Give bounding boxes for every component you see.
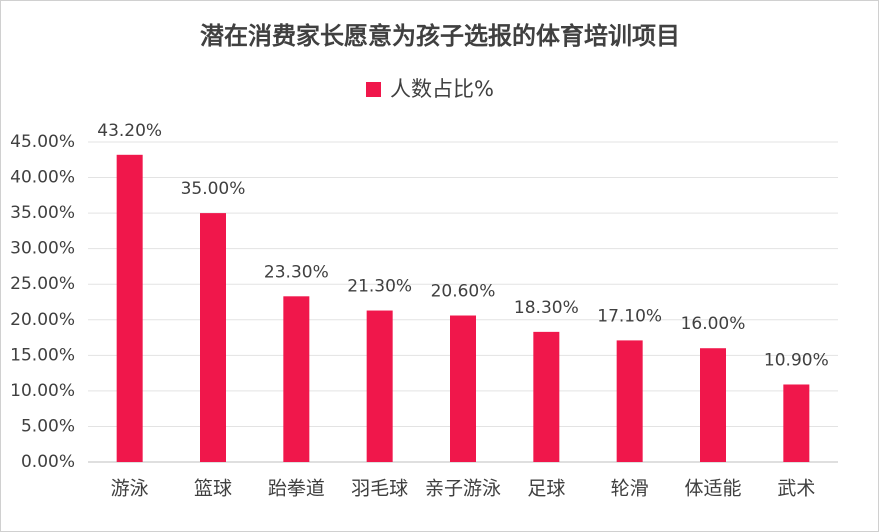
bar [200,213,226,462]
legend-swatch [366,82,381,97]
y-tick-label: 0.00% [21,452,75,472]
y-tick-label: 45.00% [10,132,75,152]
bar [783,384,810,462]
x-tick-label: 跆拳道 [268,478,325,500]
y-tick-label: 15.00% [10,345,75,365]
y-tick-label: 10.00% [10,381,75,401]
value-label: 10.90% [764,350,829,370]
value-label: 17.10% [597,306,662,326]
x-tick-label: 武术 [777,478,815,500]
value-label: 21.30% [347,277,412,297]
x-tick-label: 游泳 [111,478,149,500]
x-tick-label: 篮球 [194,478,232,500]
y-tick-label: 25.00% [10,274,75,294]
bar [283,296,310,462]
x-tick-label: 足球 [527,478,565,500]
bar [616,340,643,462]
x-tick-label: 亲子游泳 [425,478,501,500]
y-tick-label: 5.00% [21,416,75,436]
value-label: 18.30% [514,298,579,318]
bar [116,154,143,463]
y-tick-label: 40.00% [10,168,75,188]
y-tick-label: 35.00% [10,203,75,223]
x-tick-label: 轮滑 [611,478,649,500]
legend-label: 人数占比% [390,77,494,101]
x-tick-label: 体适能 [684,478,741,500]
bar [366,310,393,462]
value-label: 20.60% [431,282,496,302]
value-label: 43.20% [97,121,162,141]
value-label: 35.00% [181,179,246,199]
value-label: 16.00% [681,314,746,334]
y-tick-label: 30.00% [10,239,75,259]
chart-title: 潜在消费家长愿意为孩子选报的体育培训项目 [200,22,680,50]
x-tick-label: 羽毛球 [351,478,408,500]
bar [533,331,560,462]
value-label: 23.30% [264,262,329,282]
bar [450,315,476,462]
bar [700,348,726,462]
y-tick-label: 20.00% [10,310,75,330]
